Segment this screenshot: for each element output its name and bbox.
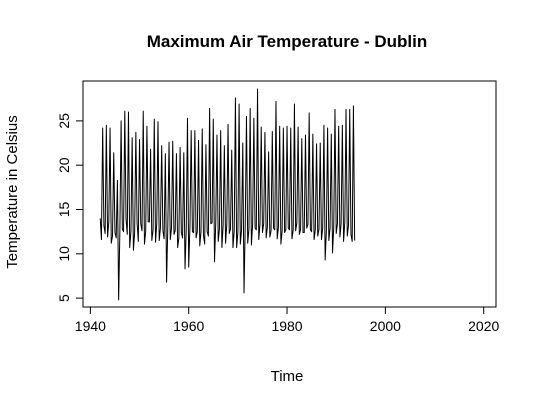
y-axis-label: Temperature in Celsius	[4, 115, 21, 268]
x-axis-label: Time	[271, 368, 304, 385]
x-tick-label: 1980	[271, 318, 302, 334]
series-layer	[99, 88, 356, 301]
x-axis: 1940 1960 1980 2000 2020	[75, 306, 499, 334]
y-tick-label: 5	[56, 294, 72, 302]
x-tick-label: 2000	[370, 318, 401, 334]
y-tick-label: 25	[56, 113, 72, 129]
y-tick-label: 15	[56, 202, 72, 218]
x-tick-label: 1940	[75, 318, 106, 334]
y-tick-label: 20	[56, 157, 72, 173]
x-tick-label: 2020	[468, 318, 499, 334]
y-axis: 5 10 15 20 25	[56, 113, 84, 302]
x-tick-label: 1960	[173, 318, 204, 334]
y-tick-label: 10	[56, 246, 72, 262]
series-line-0	[99, 88, 356, 301]
chart-title: Maximum Air Temperature - Dublin	[147, 32, 428, 51]
